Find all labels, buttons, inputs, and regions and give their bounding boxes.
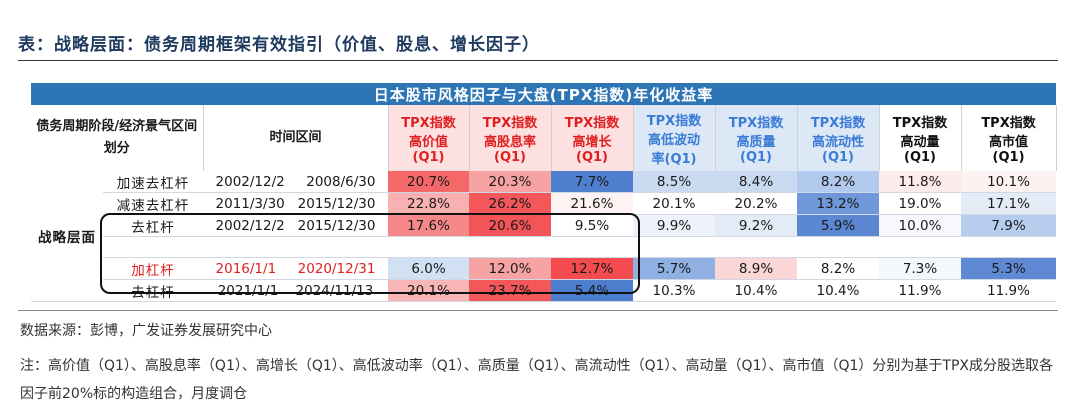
- value-cell: 12.0%: [469, 257, 551, 280]
- value-cell: 9.2%: [715, 214, 797, 237]
- value-cell: 9.5%: [551, 214, 633, 237]
- phase-label: 加杠杆: [103, 257, 203, 280]
- footer-divider: [18, 310, 1058, 311]
- value-cell: 22.8%: [388, 192, 469, 215]
- value-cell: 11.9%: [879, 279, 961, 302]
- time-range: 2011/3/30 2015/12/30: [203, 192, 388, 215]
- value-cell: 20.7%: [388, 171, 469, 193]
- header-col-dividend: TPX指数 高股息率 (Q1): [469, 105, 552, 171]
- header-col-size: TPX指数 高市值 (Q1): [961, 105, 1057, 171]
- header-col-growth: TPX指数 高增长 (Q1): [551, 105, 634, 171]
- header-col-low-vol: TPX指数 高低波动 率(Q1): [633, 105, 716, 171]
- value-cell: 10.4%: [797, 279, 879, 302]
- group-label: 战略层面: [31, 171, 103, 302]
- header-col-quality: TPX指数 高质量 (Q1): [715, 105, 798, 171]
- header-time-range: 时间区间: [203, 105, 389, 171]
- time-range: 2016/1/1 2020/12/31: [203, 257, 388, 280]
- value-cell: 6.0%: [388, 257, 469, 280]
- document-title: 表：战略层面：债务周期框架有效指引（价值、股息、增长因子）: [18, 35, 540, 55]
- value-cell: 20.1%: [633, 192, 715, 215]
- title-divider: [18, 60, 1058, 61]
- header-phase: 债务周期阶段/经济景气区间划分: [31, 105, 204, 171]
- table-banner-row: 日本股市风格因子与大盘(TPX指数)年化收益率: [31, 83, 1057, 105]
- value-cell: 10.4%: [715, 279, 797, 302]
- value-cell: 8.2%: [797, 257, 879, 280]
- table-row: 战略层面 加速去杠杆 2002/12/2 2008/6/30 20.7% 20.…: [31, 171, 1057, 302]
- header-col-momentum: TPX指数 高动量 (Q1): [879, 105, 962, 171]
- header-col-liquidity: TPX指数 高流动性 (Q1): [797, 105, 880, 171]
- value-cell: 26.2%: [469, 192, 551, 215]
- value-cell: 7.9%: [961, 214, 1057, 237]
- value-cell: 23.7%: [469, 279, 551, 302]
- value-cell: 19.0%: [879, 192, 961, 215]
- value-cell: 7.7%: [551, 171, 633, 193]
- value-cell: 17.6%: [388, 214, 469, 237]
- value-cell: 5.3%: [961, 257, 1057, 280]
- time-range: 2002/12/2 2015/12/30: [203, 214, 388, 237]
- value-cell: 8.4%: [715, 171, 797, 193]
- phase-label: 去杠杆: [103, 279, 203, 302]
- value-cell: 5.7%: [633, 257, 715, 280]
- table-row: 去杠杆 2002/12/2 2015/12/30 17.6% 20.6% 9.5…: [31, 214, 1057, 237]
- spacer-cell: [103, 236, 1057, 258]
- value-cell: 20.2%: [715, 192, 797, 215]
- table-row: 加杠杆 2016/1/1 2020/12/31 6.0% 12.0% 12.7%…: [31, 257, 1057, 280]
- value-cell: 21.6%: [551, 192, 633, 215]
- value-cell: 7.3%: [879, 257, 961, 280]
- factor-returns-table: 日本股市风格因子与大盘(TPX指数)年化收益率 债务周期阶段/经济景气区间划分 …: [31, 83, 1057, 302]
- data-source: 数据来源：彭博，广发证券发展研究中心: [20, 323, 272, 339]
- value-cell: 11.8%: [879, 171, 961, 193]
- header-row: 债务周期阶段/经济景气区间划分 时间区间 TPX指数 高价值 (Q1) TPX指数高…: [31, 105, 1057, 171]
- phase-label: 加速去杠杆: [103, 171, 203, 193]
- value-cell: 5.4%: [551, 279, 633, 302]
- value-cell: 9.9%: [633, 214, 715, 237]
- time-range: 2021/1/1 2024/11/13: [203, 279, 388, 302]
- value-cell: 11.9%: [961, 279, 1057, 302]
- value-cell: 20.3%: [469, 171, 551, 193]
- value-cell: 8.9%: [715, 257, 797, 280]
- value-cell: 13.2%: [797, 192, 879, 215]
- value-cell: 20.1%: [388, 279, 469, 302]
- value-cell: 8.2%: [797, 171, 879, 193]
- value-cell: 8.5%: [633, 171, 715, 193]
- table-banner: 日本股市风格因子与大盘(TPX指数)年化收益率: [31, 83, 1057, 105]
- value-cell: 10.3%: [633, 279, 715, 302]
- phase-label: 减速去杠杆: [103, 192, 203, 215]
- value-cell: 12.7%: [551, 257, 633, 280]
- value-cell: 20.6%: [469, 214, 551, 237]
- spacer-row: [31, 236, 1057, 258]
- header-col-value: TPX指数 高价值 (Q1): [388, 105, 470, 171]
- phase-label: 去杠杆: [103, 214, 203, 237]
- table-row: 去杠杆 2021/1/1 2024/11/13 20.1% 23.7% 5.4%…: [31, 279, 1057, 302]
- table-row: 减速去杠杆 2011/3/30 2015/12/30 22.8% 26.2% 2…: [31, 192, 1057, 215]
- footnote: 注：高价值（Q1）、高股息率（Q1）、高增长（Q1）、高低波动率（Q1）、高质量…: [20, 358, 1053, 402]
- time-range: 2002/12/2 2008/6/30: [203, 171, 388, 193]
- value-cell: 5.9%: [797, 214, 879, 237]
- value-cell: 17.1%: [961, 192, 1057, 215]
- value-cell: 10.1%: [961, 171, 1057, 193]
- value-cell: 10.0%: [879, 214, 961, 237]
